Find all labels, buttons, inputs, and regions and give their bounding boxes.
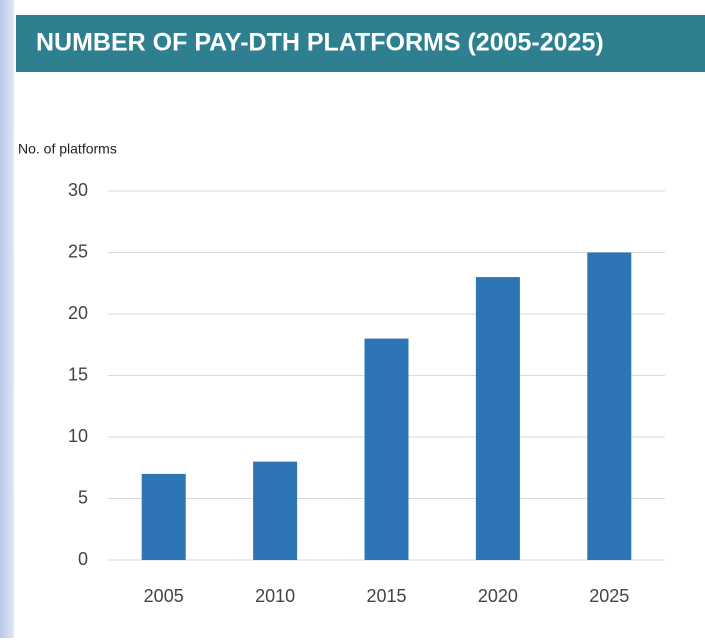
y-tick-label: 10	[68, 426, 88, 446]
bar	[587, 252, 632, 560]
bar	[141, 473, 186, 560]
bar	[475, 277, 520, 560]
y-tick-label: 20	[68, 303, 88, 323]
x-tick-label: 2025	[589, 586, 629, 606]
y-tick-label: 15	[68, 364, 88, 384]
y-tick-label: 30	[68, 180, 88, 200]
y-tick-label: 5	[78, 487, 88, 507]
x-tick-label: 2015	[366, 586, 406, 606]
x-tick-label: 2005	[144, 586, 184, 606]
y-axis-label: No. of platforms	[18, 141, 117, 157]
x-tick-label: 2020	[478, 586, 518, 606]
bar	[253, 461, 298, 560]
title-banner	[16, 15, 705, 72]
y-tick-label: 0	[78, 549, 88, 569]
x-tick-label: 2010	[255, 586, 295, 606]
side-strip	[0, 0, 14, 638]
bar	[364, 338, 409, 560]
chart-title: NUMBER OF PAY-DTH PLATFORMS (2005-2025)	[36, 29, 604, 57]
y-tick-label: 25	[68, 241, 88, 261]
